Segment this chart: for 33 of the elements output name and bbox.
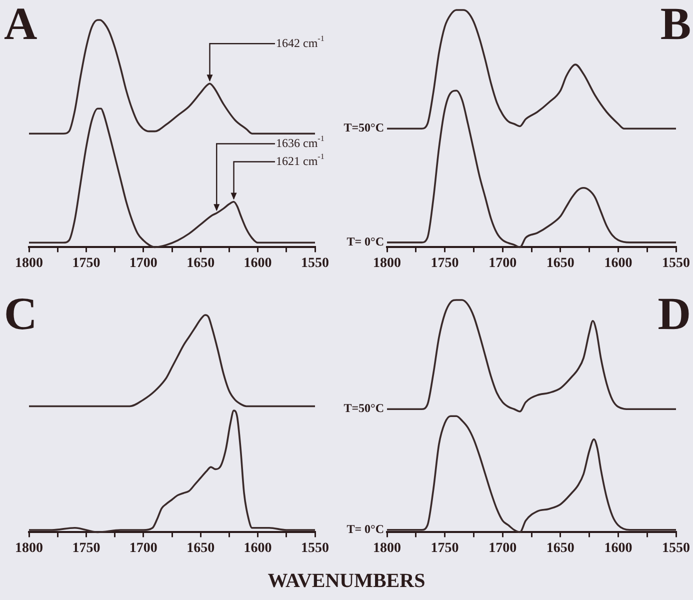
x-tick-label: 1600 xyxy=(244,256,272,272)
x-tick-label: 1700 xyxy=(129,541,158,556)
x-tick-label: 1650 xyxy=(186,256,215,272)
x-tick-label: 1600 xyxy=(604,541,632,556)
x-tick-label: 1650 xyxy=(546,256,574,272)
x-axis-title: WAVENUMBERS xyxy=(266,570,426,593)
x-tick-label: 1600 xyxy=(244,541,272,556)
x-tick-label: 1700 xyxy=(488,541,517,556)
x-tick-label: 1550 xyxy=(662,256,690,272)
x-tick-label: 1800 xyxy=(373,256,401,272)
series-label: T= 0°C xyxy=(346,522,384,536)
chart-title: B xyxy=(660,0,691,49)
x-tick-label: 1800 xyxy=(373,541,401,556)
x-tick-label: 1700 xyxy=(129,256,158,272)
x-tick-label: 1800 xyxy=(15,256,43,272)
x-tick-label: 1550 xyxy=(301,256,329,272)
x-tick-label: 1700 xyxy=(488,256,517,272)
x-tick-label: 1750 xyxy=(430,256,459,272)
chart-title: D xyxy=(658,288,691,339)
series-label: T=50°C xyxy=(344,120,384,135)
x-tick-label: 1650 xyxy=(546,541,574,556)
x-tick-label: 1800 xyxy=(15,541,43,556)
chart-title: A xyxy=(4,0,38,49)
x-tick-label: 1750 xyxy=(72,256,100,272)
series-label: T= 0°C xyxy=(346,234,384,249)
x-tick-label: 1750 xyxy=(430,541,459,556)
x-tick-label: 1650 xyxy=(186,541,215,556)
x-tick-label: 1750 xyxy=(72,541,100,556)
series-label: T=50°C xyxy=(344,401,384,416)
x-tick-label: 1550 xyxy=(662,541,690,556)
x-tick-label: 1600 xyxy=(604,256,632,272)
chart-title: C xyxy=(4,288,38,339)
x-tick-label: 1550 xyxy=(301,541,329,556)
